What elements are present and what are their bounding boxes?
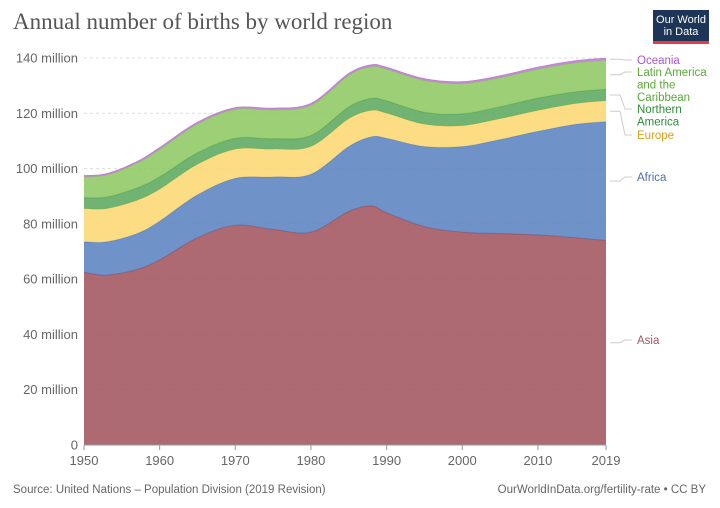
x-tick-label: 1980 — [296, 453, 325, 468]
area-series — [83, 57, 607, 445]
legend-connector — [610, 110, 632, 136]
x-tick-label: 1990 — [372, 453, 401, 468]
x-tick-label: 1950 — [70, 453, 99, 468]
x-tick-label: 2000 — [448, 453, 477, 468]
legend-connector — [610, 339, 632, 344]
area-africa[interactable] — [84, 121, 606, 276]
license-link[interactable]: OurWorldInData.org/fertility-rate • CC B… — [497, 484, 706, 496]
legend-connector — [610, 176, 632, 182]
chart-title: Annual number of births by world region — [13, 9, 393, 34]
area-northern-america[interactable] — [84, 89, 606, 210]
y-tick-label: 120 million — [16, 106, 78, 121]
legend-connector — [610, 71, 632, 76]
y-tick-label: 100 million — [16, 161, 78, 176]
legend-connector — [610, 94, 632, 110]
legend-label-europe[interactable]: Europe — [637, 130, 674, 142]
area-latin-america-and-the-caribbean[interactable] — [84, 60, 606, 198]
area-asia[interactable] — [84, 205, 606, 445]
owid-logo[interactable]: Our World in Data — [653, 10, 709, 44]
legend-label-oceania[interactable]: Oceania — [637, 55, 680, 67]
logo-line-2: in Data — [663, 26, 699, 38]
y-tick-label: 80 million — [23, 216, 78, 231]
y-tick-label: 60 million — [23, 272, 78, 287]
x-tick-label: 1970 — [221, 453, 250, 468]
y-tick-label: 140 million — [16, 51, 78, 66]
legend-label-asia[interactable]: Asia — [637, 335, 660, 347]
y-tick-label: 0 — [71, 438, 78, 453]
y-tick-label: 40 million — [23, 327, 78, 342]
legend-label-latin-america-and-the-caribbean[interactable]: Latin America and the Caribbean — [637, 67, 707, 104]
x-tick-label: 1960 — [145, 453, 174, 468]
x-tick-label: 2019 — [592, 453, 621, 468]
logo-line-1: Our World — [656, 14, 706, 26]
y-tick-label: 20 million — [23, 382, 78, 397]
axes: 0 20 million 40 million 60 million 80 millio… — [16, 51, 621, 469]
area-edge-oceania — [83, 57, 607, 177]
x-tick-label: 2010 — [523, 453, 552, 468]
legend-label-northern-america[interactable]: Northern America — [637, 104, 682, 129]
source-note: Source: United Nations – Population Divi… — [13, 484, 326, 496]
legend-connector — [610, 58, 632, 61]
area-europe[interactable] — [84, 100, 606, 243]
legend-label-africa[interactable]: Africa — [637, 172, 667, 184]
